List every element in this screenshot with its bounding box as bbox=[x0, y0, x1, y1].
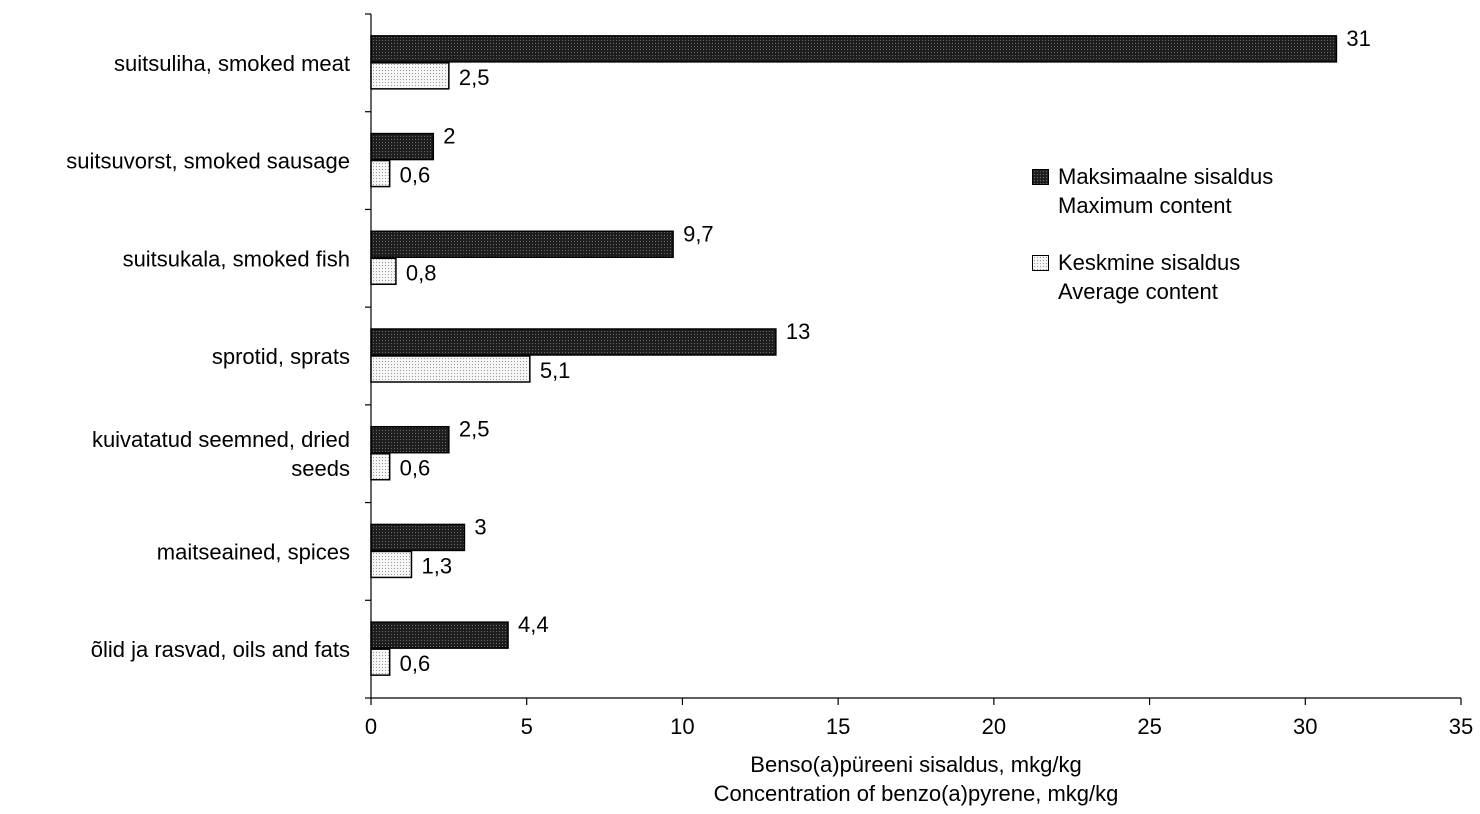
bar-maximum bbox=[370, 425, 450, 454]
bar-maximum bbox=[370, 328, 777, 356]
data-label-average: 2,5 bbox=[459, 65, 490, 90]
x-tick-label: 5 bbox=[521, 714, 533, 739]
legend-label-average-line1: Keskmine sisaldus bbox=[1058, 250, 1241, 275]
legend-label-average-line2: Average content bbox=[1058, 279, 1218, 304]
bar-maximum bbox=[370, 621, 509, 649]
category-label: suitsuliha, smoked meat bbox=[114, 51, 350, 76]
x-tick-label: 10 bbox=[670, 714, 694, 739]
data-label-maximum: 31 bbox=[1346, 26, 1370, 51]
category-label: õlid ja rasvad, oils and fats bbox=[91, 637, 350, 662]
data-label-average: 1,3 bbox=[421, 553, 452, 578]
x-tick-label: 20 bbox=[982, 714, 1006, 739]
x-tick-label: 15 bbox=[826, 714, 850, 739]
category-label: kuivatatud seemned, dried bbox=[92, 427, 350, 452]
bar-average bbox=[370, 257, 397, 286]
x-tick-label: 30 bbox=[1293, 714, 1317, 739]
legend-swatch-average bbox=[1032, 255, 1049, 271]
bar-average bbox=[370, 452, 391, 481]
bar-average bbox=[370, 550, 413, 579]
data-label-average: 0,6 bbox=[400, 651, 431, 676]
legend-item-average: Keskmine sisaldus Average content bbox=[1032, 248, 1332, 306]
legend-label-maximum-line1: Maksimaalne sisaldus bbox=[1058, 164, 1274, 189]
bar-average bbox=[370, 648, 391, 676]
bar-maximum bbox=[370, 230, 674, 259]
data-label-maximum: 2,5 bbox=[459, 417, 490, 442]
x-axis-title: Concentration of benzo(a)pyrene, mkg/kg bbox=[714, 781, 1119, 806]
data-label-average: 5,1 bbox=[540, 358, 571, 383]
category-label: seeds bbox=[291, 456, 350, 481]
x-tick-label: 35 bbox=[1449, 714, 1473, 739]
legend-item-maximum: Maksimaalne sisaldus Maximum content bbox=[1032, 162, 1332, 220]
bar-maximum bbox=[370, 132, 435, 161]
data-label-average: 0,8 bbox=[406, 260, 437, 285]
x-tick-label: 0 bbox=[365, 714, 377, 739]
bar-maximum bbox=[370, 35, 1338, 63]
data-label-average: 0,6 bbox=[400, 163, 431, 188]
category-label: sprotid, sprats bbox=[212, 344, 350, 369]
x-tick-label: 25 bbox=[1137, 714, 1161, 739]
x-axis-title: Benso(a)püreeni sisaldus, mkg/kg bbox=[750, 752, 1081, 777]
category-label: suitsuvorst, smoked sausage bbox=[66, 149, 350, 174]
category-label: suitsukala, smoked fish bbox=[123, 246, 350, 271]
legend: Maksimaalne sisaldus Maximum content Kes… bbox=[1032, 162, 1332, 334]
bar-average bbox=[370, 355, 531, 383]
data-label-maximum: 3 bbox=[474, 514, 486, 539]
category-label: maitseained, spices bbox=[157, 539, 350, 564]
bar-average bbox=[370, 62, 450, 90]
data-label-maximum: 9,7 bbox=[683, 221, 714, 246]
data-label-maximum: 4,4 bbox=[518, 612, 549, 637]
data-label-maximum: 2 bbox=[443, 124, 455, 149]
data-label-average: 0,6 bbox=[400, 456, 431, 481]
bar-maximum bbox=[370, 523, 466, 552]
legend-swatch-maximum bbox=[1032, 169, 1049, 185]
bar-average bbox=[370, 159, 391, 188]
data-label-maximum: 13 bbox=[786, 319, 810, 344]
legend-label-maximum-line2: Maximum content bbox=[1058, 193, 1232, 218]
